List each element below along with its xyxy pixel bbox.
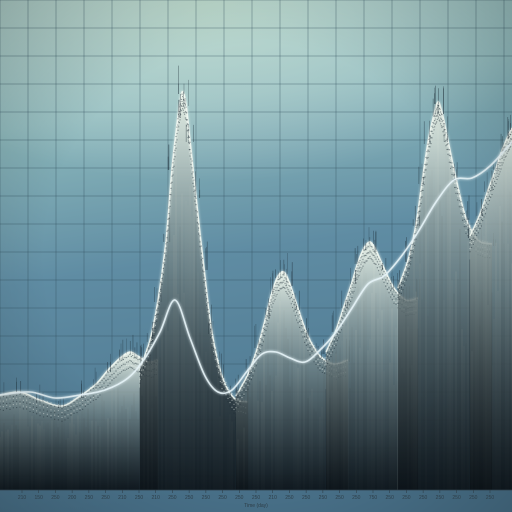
x-tick-label: 210 (152, 495, 161, 501)
x-tick-label: 250 (319, 495, 328, 501)
x-tick-label: 250 (402, 495, 411, 501)
x-tick-label: 150 (35, 495, 44, 501)
x-tick-label: 250 (436, 495, 445, 501)
x-tick-label: 250 (252, 495, 261, 501)
x-tick-label: 250 (335, 495, 344, 501)
x-tick-label: 210 (118, 495, 127, 501)
x-tick-label: 200 (68, 495, 77, 501)
x-axis-label: Time (day) (244, 503, 268, 509)
x-tick-label: 210 (18, 495, 27, 501)
x-tick-label: 250 (135, 495, 144, 501)
x-tick-label: 250 (386, 495, 395, 501)
x-tick-label: 250 (302, 495, 311, 501)
x-tick-label: 250 (352, 495, 361, 501)
x-tick-label: 250 (452, 495, 461, 501)
x-tick-label: 750 (369, 495, 378, 501)
x-tick-label: 250 (101, 495, 110, 501)
x-tick-label: 250 (85, 495, 94, 501)
x-tick-label: 250 (218, 495, 227, 501)
x-tick-label: 250 (185, 495, 194, 501)
x-tick-label: 250 (285, 495, 294, 501)
chart-svg: 210 150 250 200 250 250 210 250 210 250 250 250 250 2… (0, 0, 512, 512)
x-tick-label: 250 (486, 495, 495, 501)
x-tick-label: 250 (202, 495, 211, 501)
chart-container: 210 150 250 200 250 250 210 250 210 250 250 250 250 2… (0, 0, 512, 512)
x-tick-label: 210 (269, 495, 278, 501)
x-tick-label: 250 (469, 495, 478, 501)
x-tick-label: 250 (419, 495, 428, 501)
x-tick-label: 250 (51, 495, 60, 501)
x-tick-label: 250 (235, 495, 244, 501)
x-tick-label: 250 (168, 495, 177, 501)
